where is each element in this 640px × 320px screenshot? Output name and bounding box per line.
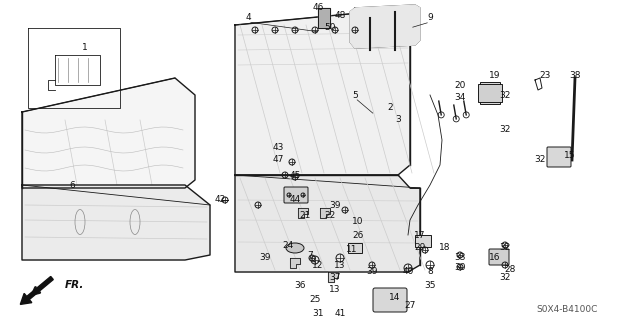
Text: 8: 8 [427, 268, 433, 276]
Text: 40: 40 [403, 268, 413, 276]
Text: 13: 13 [334, 260, 346, 269]
Polygon shape [318, 8, 330, 28]
Text: 46: 46 [312, 4, 324, 12]
Polygon shape [320, 208, 330, 218]
FancyBboxPatch shape [489, 249, 509, 265]
Text: 16: 16 [489, 253, 500, 262]
Polygon shape [290, 258, 300, 268]
Polygon shape [235, 175, 420, 272]
Text: 38: 38 [569, 70, 580, 79]
Text: 32: 32 [499, 274, 511, 283]
Text: 10: 10 [352, 218, 364, 227]
Text: 12: 12 [312, 260, 324, 269]
Ellipse shape [286, 243, 304, 253]
Text: 14: 14 [389, 293, 401, 302]
Text: 17: 17 [414, 230, 426, 239]
Text: 42: 42 [214, 196, 226, 204]
Bar [478, 84, 502, 102]
Text: 36: 36 [294, 281, 306, 290]
Text: 28: 28 [504, 266, 516, 275]
Text: 21: 21 [300, 211, 310, 220]
Text: 41: 41 [334, 308, 346, 317]
Text: 2: 2 [387, 102, 393, 111]
Polygon shape [350, 5, 420, 48]
Text: 30: 30 [454, 263, 466, 273]
Text: 33: 33 [454, 253, 466, 262]
FancyBboxPatch shape [373, 288, 407, 312]
Text: 22: 22 [324, 211, 335, 220]
Text: 34: 34 [454, 93, 466, 102]
Text: 48: 48 [334, 11, 346, 20]
Text: 13: 13 [329, 285, 340, 294]
Text: 19: 19 [489, 70, 500, 79]
Text: S0X4-B4100C: S0X4-B4100C [536, 306, 598, 315]
Text: 5: 5 [352, 91, 358, 100]
Text: 15: 15 [564, 150, 576, 159]
Bar [480, 82, 500, 104]
Text: 20: 20 [454, 81, 466, 90]
Text: 25: 25 [309, 295, 321, 305]
FancyBboxPatch shape [284, 187, 308, 203]
Polygon shape [22, 185, 210, 260]
Polygon shape [235, 10, 410, 175]
FancyBboxPatch shape [547, 147, 571, 167]
Text: 3: 3 [395, 116, 401, 124]
Text: 39: 39 [259, 253, 271, 262]
Text: 18: 18 [439, 244, 451, 252]
Text: 44: 44 [289, 196, 301, 204]
Text: 6: 6 [69, 180, 75, 189]
Text: 39: 39 [366, 268, 378, 276]
Text: 45: 45 [289, 171, 301, 180]
Text: 32: 32 [499, 91, 511, 100]
Text: 7: 7 [307, 251, 313, 260]
Text: 11: 11 [346, 245, 358, 254]
Text: 47: 47 [272, 156, 284, 164]
Text: 27: 27 [404, 300, 416, 309]
Text: 32: 32 [499, 244, 511, 252]
Polygon shape [298, 208, 308, 218]
Bar [348, 243, 362, 253]
Text: 4: 4 [245, 13, 251, 22]
Text: 23: 23 [540, 70, 550, 79]
Text: 37: 37 [329, 274, 340, 283]
FancyArrow shape [20, 276, 53, 304]
Text: 26: 26 [352, 230, 364, 239]
Text: 32: 32 [534, 156, 546, 164]
Polygon shape [328, 272, 338, 282]
Text: 32: 32 [499, 125, 511, 134]
Text: 1: 1 [82, 44, 88, 52]
Text: 50: 50 [324, 23, 336, 33]
Bar [415, 235, 431, 247]
Text: 24: 24 [282, 241, 294, 250]
Text: 9: 9 [427, 13, 433, 22]
Text: 29: 29 [414, 244, 426, 252]
Text: 31: 31 [312, 308, 324, 317]
Text: 39: 39 [329, 201, 340, 210]
Text: FR.: FR. [65, 280, 84, 290]
Text: 35: 35 [424, 281, 436, 290]
Polygon shape [22, 78, 195, 188]
Text: 43: 43 [272, 143, 284, 153]
